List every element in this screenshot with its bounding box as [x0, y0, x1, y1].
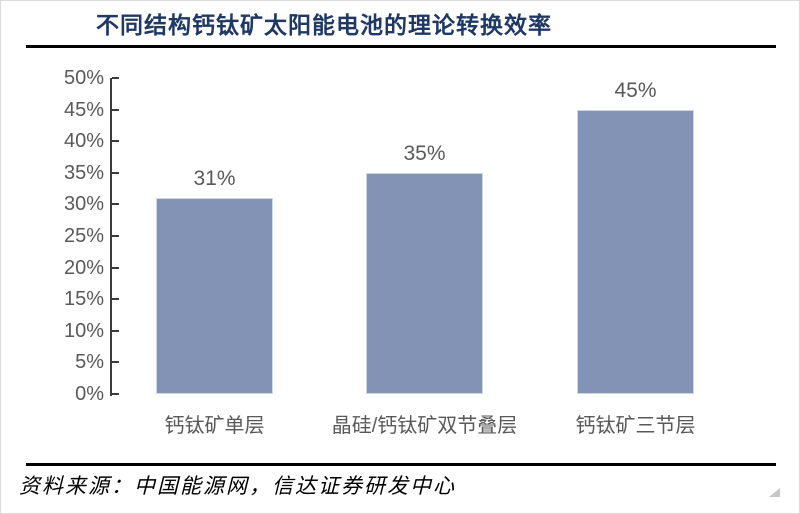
y-axis-line: [110, 78, 112, 396]
bar-3: [577, 110, 694, 394]
footer-divider: [26, 463, 776, 466]
y-axis-tick: [112, 329, 119, 332]
y-axis-tick-label: 20%: [63, 256, 104, 279]
y-axis-tick-label: 0%: [75, 383, 104, 405]
y-axis-tick-label: 30%: [63, 193, 104, 216]
y-axis-tick: [112, 235, 119, 237]
y-axis-tick: [112, 266, 119, 269]
chart-title: 不同结构钙钛矿太阳能电池的理论转换效率: [96, 12, 552, 39]
resize-handle-icon[interactable]: [769, 488, 780, 497]
y-axis-tick: [112, 203, 119, 206]
y-axis-tick: [112, 108, 119, 111]
y-axis-tick: [112, 140, 119, 143]
y-axis-tick-label: 35%: [63, 161, 104, 184]
y-axis-tick-label: 5%: [75, 351, 104, 374]
y-axis-tick: [112, 298, 119, 301]
y-axis-tick-label: 45%: [63, 98, 104, 121]
title-divider: [26, 45, 776, 48]
y-axis-tick-label: 25%: [63, 225, 104, 247]
y-axis-tick: [112, 171, 119, 174]
x-category-label: 钙钛矿三节层: [575, 415, 696, 437]
y-axis-tick-label: 40%: [63, 130, 104, 153]
y-axis-tick-label: 50%: [63, 67, 104, 89]
x-category-label: 钙钛矿单层: [164, 415, 265, 437]
bar-1: [156, 198, 273, 394]
y-axis-tick: [112, 393, 119, 395]
bar-value-label: 35%: [403, 142, 446, 165]
y-axis-tick: [112, 361, 119, 364]
x-category-label: 晶硅/钙钛矿双节叠层: [331, 415, 518, 437]
y-axis-tick-label: 15%: [63, 288, 104, 311]
bar-value-label: 45%: [614, 79, 657, 102]
bar-value-label: 31%: [193, 167, 236, 190]
y-axis-tick: [112, 77, 119, 79]
source-note: 资料来源：中国能源网，信达证券研发中心: [19, 474, 456, 498]
y-axis-tick-label: 10%: [63, 319, 104, 342]
bar-2: [366, 173, 483, 394]
